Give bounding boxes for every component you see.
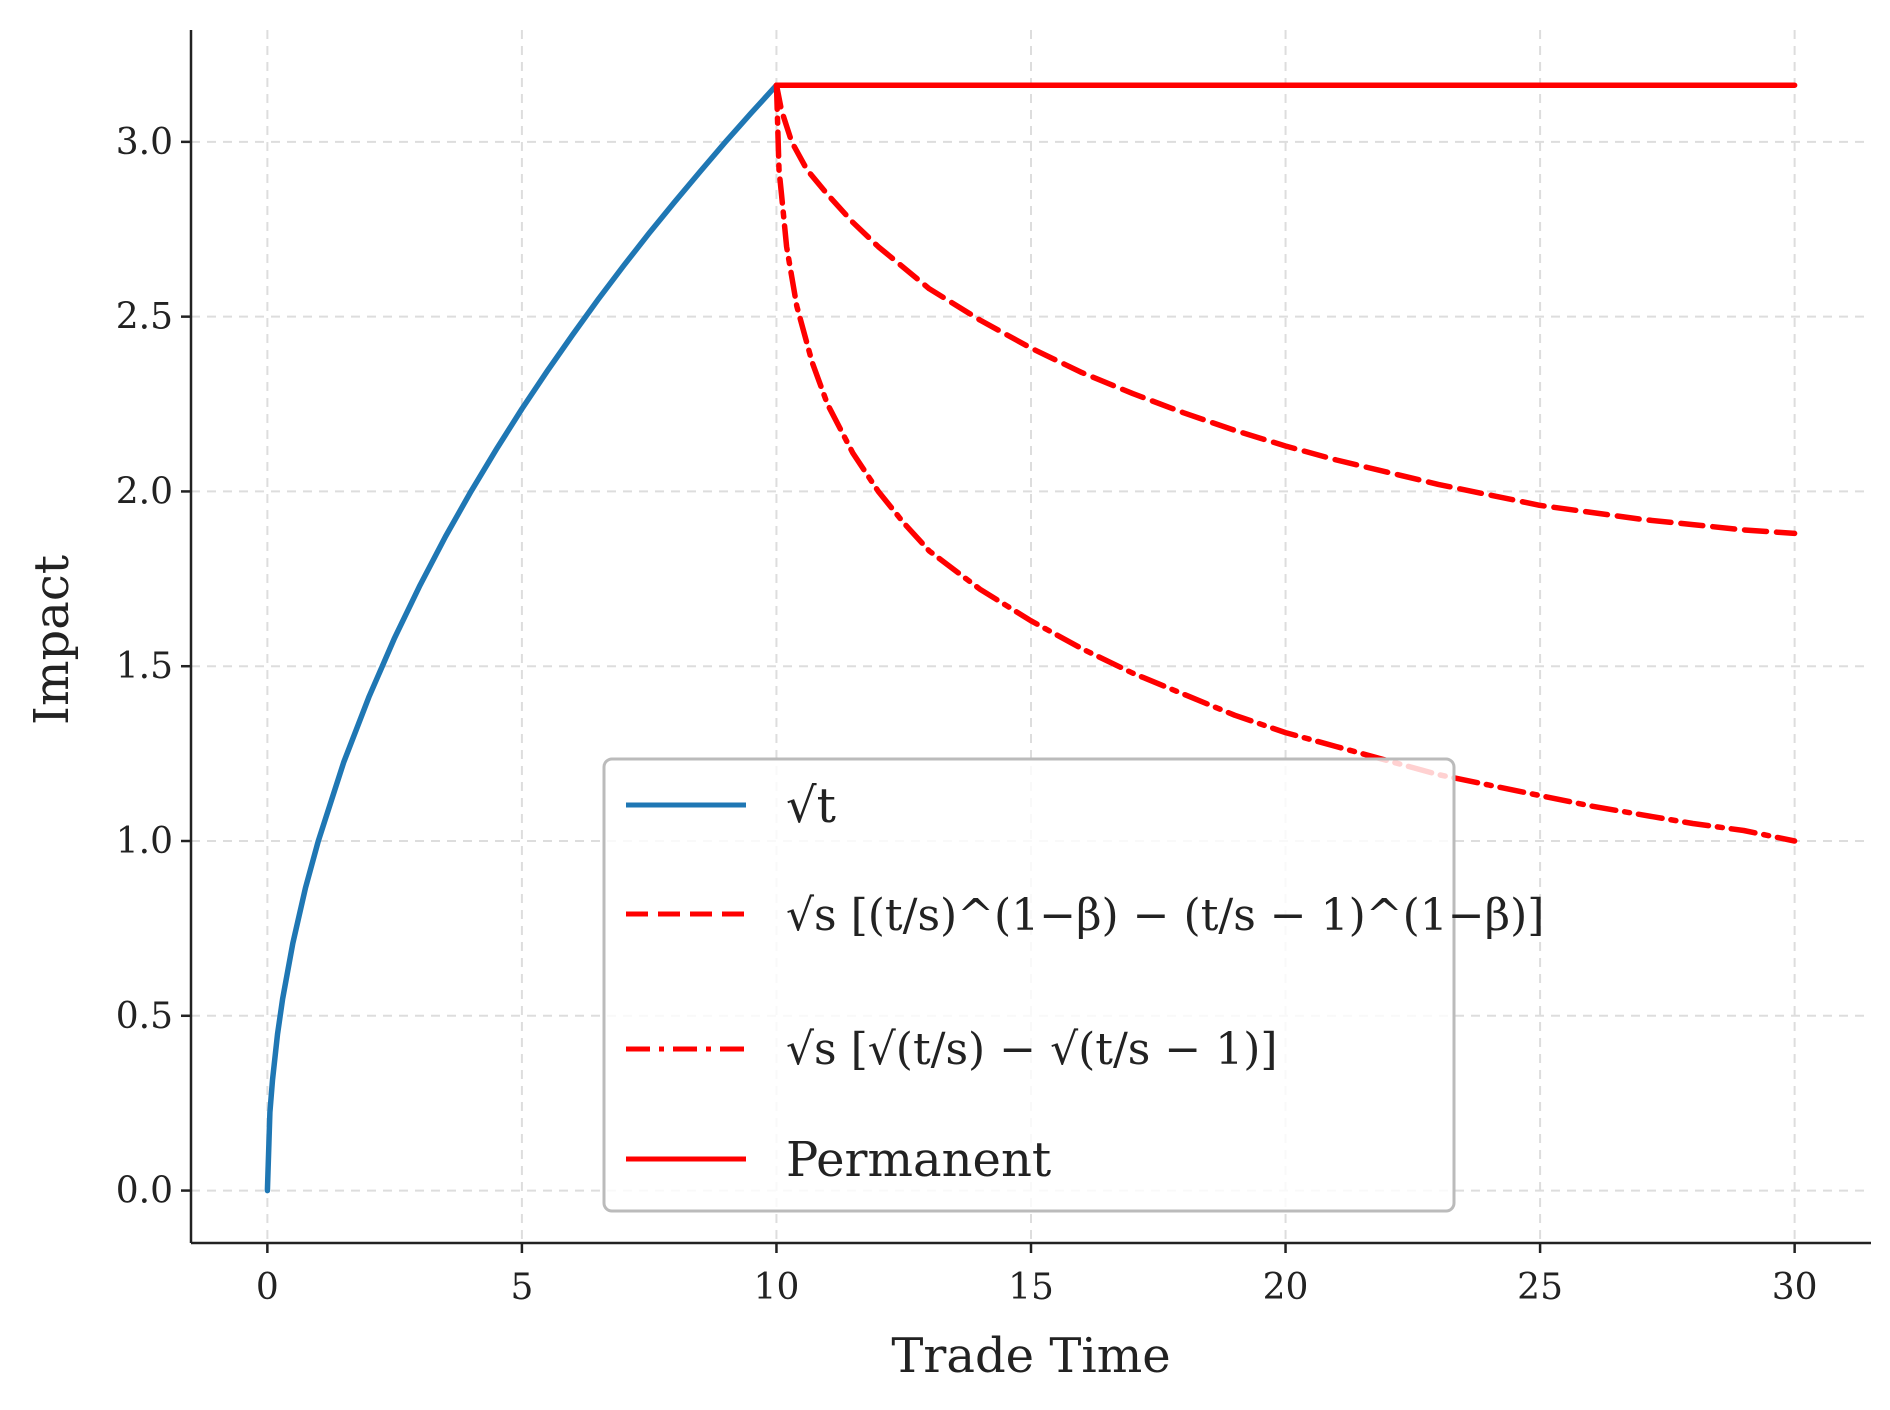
series-dashdot-decay-line (773, 82, 1798, 844)
y-tick-label-2: 1.0 (116, 821, 173, 862)
series-layer (264, 82, 1798, 1194)
x-tick-label-6: 30 (1772, 1267, 1818, 1308)
legend-permanent-label: Permanent (786, 1132, 1051, 1188)
y-tick-label-3: 1.5 (116, 646, 173, 687)
series-dashed-decay-line (773, 82, 1798, 537)
y-tick-label-6: 3.0 (116, 122, 173, 163)
x-tick-label-3: 15 (1008, 1267, 1054, 1308)
legend-sqrt-t-label: √t (786, 778, 836, 834)
x-tick-label-1: 5 (510, 1267, 533, 1308)
legend-label-sqrt-t: √t (786, 778, 836, 834)
y-tick-label-0: 0.0 (116, 1171, 173, 1212)
y-axis-label: Impact (24, 555, 80, 725)
series-sqrt-t-line (264, 82, 780, 1194)
legend-dashdot-label: √s [√(t/s) − √(t/s − 1)] (786, 1024, 1278, 1075)
y-tick-label-1: 0.5 (116, 996, 173, 1037)
x-tick-label-2: 10 (754, 1267, 800, 1308)
x-axis-label: Trade Time (891, 1328, 1170, 1384)
ticks: 0 5 10 15 20 25 30 0.0 0.5 1.0 1.5 2.0 2.5 3.0 (116, 122, 1818, 1308)
legend-box (602, 757, 1456, 1213)
legend: √t √s [(t/s)^(1−β) − (t/s − 1)^(1−β)] √s… (602, 757, 1544, 1213)
y-tick-label-4: 2.0 (116, 471, 173, 512)
x-tick-label-5: 25 (1517, 1267, 1563, 1308)
y-tick-label-5: 2.5 (116, 297, 173, 338)
x-tick-label-0: 0 (256, 1267, 279, 1308)
x-tick-label-4: 20 (1263, 1267, 1309, 1308)
legend-dashed-label: √s [(t/s)^(1−β) − (t/s − 1)^(1−β)] (786, 890, 1544, 941)
